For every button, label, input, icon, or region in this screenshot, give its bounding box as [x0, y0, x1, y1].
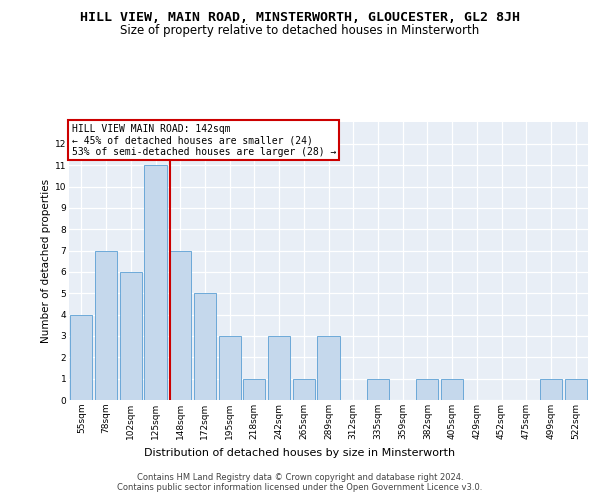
Bar — [194, 294, 216, 400]
Text: Contains HM Land Registry data © Crown copyright and database right 2024.
Contai: Contains HM Land Registry data © Crown c… — [118, 472, 482, 492]
Bar — [293, 378, 315, 400]
Bar — [95, 250, 117, 400]
Bar — [169, 250, 191, 400]
Text: HILL VIEW, MAIN ROAD, MINSTERWORTH, GLOUCESTER, GL2 8JH: HILL VIEW, MAIN ROAD, MINSTERWORTH, GLOU… — [80, 11, 520, 24]
Bar — [565, 378, 587, 400]
Bar — [268, 336, 290, 400]
Bar — [317, 336, 340, 400]
Bar — [540, 378, 562, 400]
Bar — [145, 165, 167, 400]
Bar — [119, 272, 142, 400]
Bar — [70, 314, 92, 400]
Bar — [416, 378, 439, 400]
Text: Distribution of detached houses by size in Minsterworth: Distribution of detached houses by size … — [145, 448, 455, 458]
Text: Size of property relative to detached houses in Minsterworth: Size of property relative to detached ho… — [121, 24, 479, 37]
Y-axis label: Number of detached properties: Number of detached properties — [41, 179, 50, 344]
Bar — [441, 378, 463, 400]
Bar — [243, 378, 265, 400]
Bar — [367, 378, 389, 400]
Bar — [218, 336, 241, 400]
Text: HILL VIEW MAIN ROAD: 142sqm
← 45% of detached houses are smaller (24)
53% of sem: HILL VIEW MAIN ROAD: 142sqm ← 45% of det… — [71, 124, 336, 157]
